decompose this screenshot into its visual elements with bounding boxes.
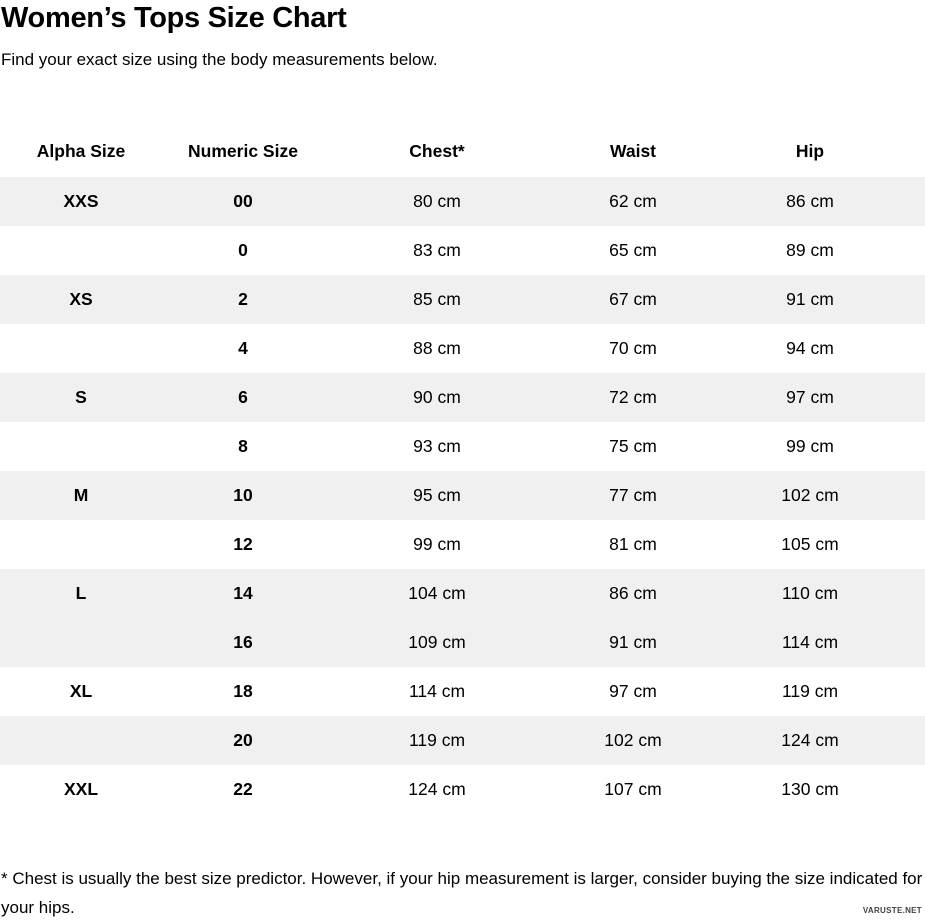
cell-hip: 94 cm [786,338,834,359]
cell-numeric-size: 12 [233,534,253,555]
cell-hip: 102 cm [781,485,839,506]
cell-chest: 80 cm [413,191,461,212]
cell-waist: 72 cm [609,387,657,408]
cell-alpha-size: S [75,387,87,408]
cell-chest: 95 cm [413,485,461,506]
page-subtitle: Find your exact size using the body meas… [1,50,438,70]
cell-chest: 88 cm [413,338,461,359]
cell-chest: 90 cm [413,387,461,408]
table-row: XXL 22 124 cm 107 cm 130 cm [0,765,925,814]
cell-waist: 107 cm [604,779,662,800]
cell-numeric-size: 0 [238,240,248,261]
cell-chest: 119 cm [408,730,466,751]
cell-waist: 86 cm [609,583,657,604]
watermark: VARUSTE.NET [862,906,922,915]
cell-alpha-size: L [75,583,87,604]
cell-hip: 119 cm [781,681,839,702]
cell-waist: 62 cm [609,191,657,212]
cell-waist: 77 cm [609,485,657,506]
table-row: 0 83 cm 65 cm 89 cm [0,226,925,275]
cell-alpha-size: M [73,485,89,506]
cell-hip: 130 cm [781,779,839,800]
table-row: 4 88 cm 70 cm 94 cm [0,324,925,373]
cell-hip: 114 cm [781,632,839,653]
cell-numeric-size: 8 [238,436,248,457]
table-row: 12 99 cm 81 cm 105 cm [0,520,925,569]
cell-alpha-size: XXS [63,191,99,212]
cell-chest: 109 cm [408,632,466,653]
cell-chest: 124 cm [408,779,466,800]
cell-waist: 65 cm [609,240,657,261]
table-row: M 10 95 cm 77 cm 102 cm [0,471,925,521]
cell-numeric-size: 18 [233,681,253,702]
cell-chest: 85 cm [413,289,461,310]
footnote: * Chest is usually the best size predict… [1,869,923,918]
column-header-chest: Chest* [409,140,465,161]
table-row: XXS 00 80 cm 62 cm 86 cm [0,177,925,227]
cell-hip: 124 cm [781,730,839,751]
cell-alpha-size: XL [69,681,93,702]
table-row: 8 93 cm 75 cm 99 cm [0,422,925,471]
cell-numeric-size: 10 [233,485,253,506]
cell-numeric-size: 4 [238,338,248,359]
cell-hip: 99 cm [786,436,834,457]
cell-numeric-size: 2 [238,289,248,310]
cell-numeric-size: 6 [238,387,248,408]
table-row: 20 119 cm 102 cm 124 cm [0,716,925,766]
column-header-hip: Hip [795,140,825,161]
cell-numeric-size: 22 [233,779,253,800]
cell-chest: 104 cm [408,583,466,604]
cell-chest: 99 cm [413,534,461,555]
cell-chest: 114 cm [408,681,466,702]
cell-hip: 105 cm [781,534,839,555]
cell-waist: 97 cm [609,681,657,702]
cell-hip: 89 cm [786,240,834,261]
cell-hip: 110 cm [781,583,839,604]
table-body: XXS 00 80 cm 62 cm 86 cm 0 83 cm 65 cm 8… [0,177,925,814]
cell-waist: 81 cm [609,534,657,555]
table-row: XL 18 114 cm 97 cm 119 cm [0,667,925,716]
cell-chest: 83 cm [413,240,461,261]
column-header-numeric-size: Numeric Size [188,140,298,161]
cell-numeric-size: 20 [233,730,253,751]
page-title: Women’s Tops Size Chart [1,2,347,34]
cell-waist: 102 cm [604,730,662,751]
cell-waist: 67 cm [609,289,657,310]
cell-waist: 91 cm [609,632,657,653]
cell-numeric-size: 00 [233,191,253,212]
cell-hip: 91 cm [786,289,834,310]
cell-waist: 75 cm [609,436,657,457]
cell-numeric-size: 16 [233,632,253,653]
cell-alpha-size: XS [69,289,93,310]
column-header-alpha-size: Alpha Size [36,140,126,161]
table-row: L 14 104 cm 86 cm 110 cm [0,569,925,619]
cell-waist: 70 cm [609,338,657,359]
cell-chest: 93 cm [413,436,461,457]
cell-numeric-size: 14 [233,583,253,604]
cell-alpha-size: XXL [63,779,99,800]
table-row: XS 2 85 cm 67 cm 91 cm [0,275,925,325]
column-header-waist: Waist [609,140,657,161]
cell-hip: 97 cm [786,387,834,408]
table-row: 16 109 cm 91 cm 114 cm [0,618,925,668]
cell-hip: 86 cm [786,191,834,212]
table-header-row: Alpha Size Numeric Size Chest* Waist Hip [0,125,925,178]
size-chart-table: Alpha Size Numeric Size Chest* Waist Hip… [0,125,925,814]
table-row: S 6 90 cm 72 cm 97 cm [0,373,925,423]
